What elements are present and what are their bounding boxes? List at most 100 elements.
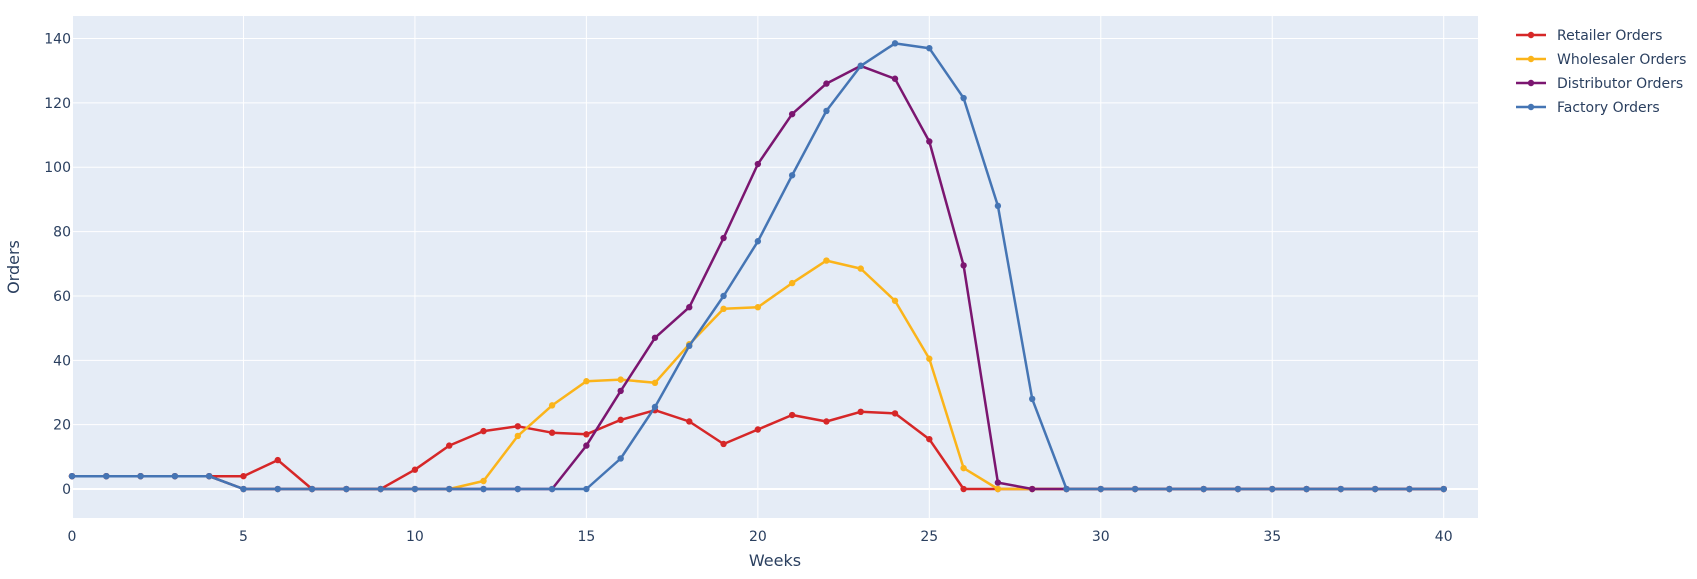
data-point — [446, 442, 453, 449]
legend-marker — [1527, 103, 1535, 111]
data-point — [891, 75, 899, 82]
data-point — [583, 442, 590, 449]
data-point — [548, 429, 556, 436]
y-tick-label: 140 — [44, 32, 71, 48]
data-point — [754, 304, 762, 311]
data-point — [274, 485, 281, 493]
data-point — [1337, 485, 1345, 493]
data-point — [583, 431, 590, 438]
data-point — [960, 464, 967, 472]
data-point — [994, 479, 1002, 486]
data-point — [1371, 485, 1379, 493]
data-point — [823, 107, 830, 115]
data-point — [994, 485, 1002, 493]
data-point — [891, 297, 899, 304]
data-point — [651, 334, 659, 341]
legend-item[interactable]: Factory Orders — [1516, 100, 1660, 116]
data-point — [480, 477, 487, 485]
x-tick-label: 5 — [239, 529, 248, 545]
data-point — [651, 379, 659, 387]
data-point — [651, 403, 659, 411]
data-point — [240, 485, 247, 493]
y-tick-label: 80 — [53, 225, 71, 241]
data-point — [1166, 485, 1173, 493]
data-point — [686, 418, 693, 425]
data-point — [480, 427, 487, 435]
data-point — [514, 423, 522, 430]
x-tick-label: 0 — [68, 529, 77, 545]
data-point — [171, 472, 179, 480]
data-point — [926, 355, 933, 362]
data-point — [617, 387, 624, 395]
data-point — [1028, 485, 1036, 493]
data-point — [788, 172, 796, 179]
data-point — [548, 402, 556, 409]
data-point — [1131, 485, 1139, 493]
legend-item[interactable]: Wholesaler Orders — [1516, 52, 1686, 68]
y-axis-ticks: 0 20 40 60 80 100 120 140 — [44, 32, 71, 499]
data-point — [857, 408, 864, 416]
legend-label: Retailer Orders — [1557, 28, 1662, 44]
legend-item[interactable]: Distributor Orders — [1516, 76, 1683, 92]
data-point — [960, 262, 967, 269]
data-point — [788, 411, 796, 419]
legend-marker — [1527, 31, 1535, 39]
data-point — [926, 138, 933, 145]
data-point — [1269, 485, 1276, 493]
plot-area — [72, 16, 1478, 518]
data-point — [68, 472, 76, 480]
data-point — [1200, 485, 1207, 493]
legend-label: Wholesaler Orders — [1557, 52, 1686, 68]
x-tick-label: 20 — [749, 529, 767, 545]
data-point — [720, 440, 727, 448]
data-point — [754, 238, 762, 245]
x-tick-label: 35 — [1263, 529, 1281, 545]
data-point — [274, 456, 281, 464]
y-tick-label: 40 — [53, 353, 71, 369]
data-point — [788, 110, 796, 118]
data-point — [1406, 485, 1413, 493]
data-point — [754, 426, 762, 433]
data-point — [583, 485, 590, 493]
data-point — [1440, 485, 1447, 493]
data-point — [686, 342, 693, 350]
data-point — [720, 292, 727, 300]
data-point — [617, 416, 624, 424]
y-tick-label: 20 — [53, 418, 71, 434]
series-lines — [68, 40, 1447, 493]
data-point — [926, 44, 933, 52]
data-point — [411, 466, 419, 473]
data-point — [823, 80, 830, 87]
legend-item[interactable]: Retailer Orders — [1516, 28, 1662, 44]
data-point — [480, 485, 487, 493]
legend: Retailer Orders Wholesaler Orders Distribu… — [1516, 28, 1686, 116]
y-tick-label: 100 — [44, 160, 71, 176]
data-point — [205, 472, 213, 480]
data-point — [1063, 485, 1070, 493]
data-point — [857, 265, 864, 272]
data-point — [103, 472, 110, 480]
x-tick-label: 40 — [1435, 529, 1453, 545]
data-point — [617, 455, 624, 462]
x-axis-ticks: 0 5 10 15 20 25 30 35 40 — [68, 529, 1453, 545]
legend-marker — [1527, 55, 1535, 63]
data-point — [617, 376, 624, 383]
data-point — [686, 304, 693, 311]
data-point — [891, 40, 899, 47]
data-point — [583, 378, 590, 385]
y-tick-label: 60 — [53, 289, 71, 305]
data-point — [411, 485, 419, 493]
data-point — [960, 485, 967, 493]
data-point — [377, 485, 384, 493]
y-tick-label: 120 — [44, 96, 71, 112]
series-3 — [68, 40, 1447, 493]
data-point — [548, 485, 556, 493]
x-tick-label: 10 — [406, 529, 424, 545]
data-point — [891, 410, 899, 417]
legend-label: Factory Orders — [1557, 100, 1660, 116]
data-point — [1028, 395, 1036, 403]
data-point — [823, 418, 830, 425]
legend-marker — [1527, 79, 1535, 87]
